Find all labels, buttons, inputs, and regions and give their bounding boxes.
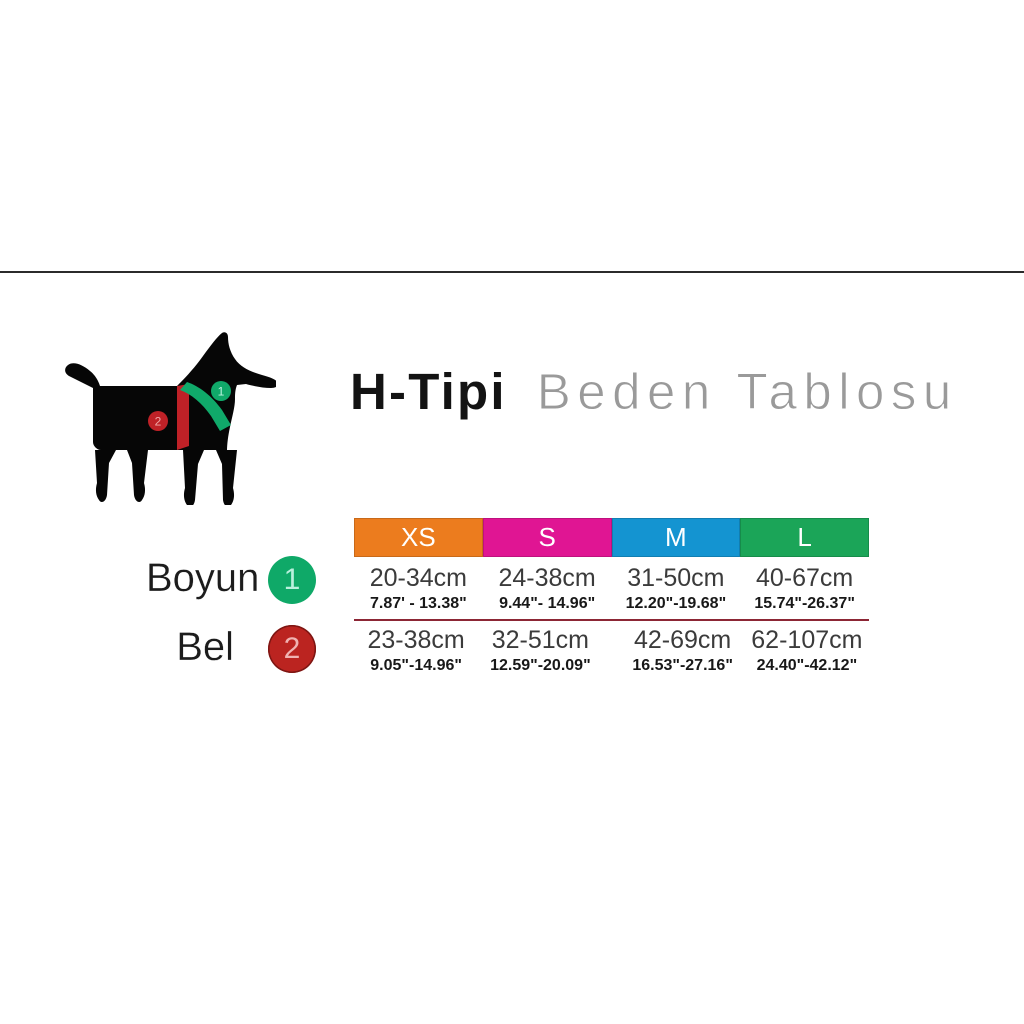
svg-text:1: 1: [218, 385, 225, 399]
svg-text:2: 2: [155, 415, 162, 429]
